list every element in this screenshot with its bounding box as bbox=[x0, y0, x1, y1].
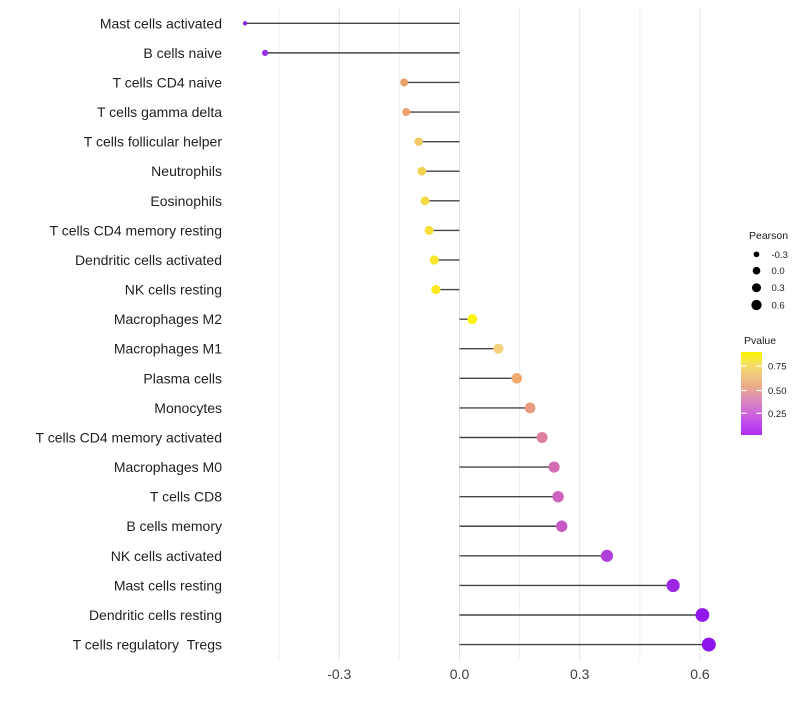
y-axis-label: Macrophages M1 bbox=[114, 341, 222, 357]
y-axis-label: Eosinophils bbox=[150, 193, 222, 209]
y-axis-label: B cells memory bbox=[126, 518, 222, 534]
lollipop-dot bbox=[666, 578, 680, 593]
lollipop-dot bbox=[429, 255, 439, 265]
legend-size-dot bbox=[751, 299, 762, 311]
lollipop-dot bbox=[242, 21, 248, 26]
lollipop-dot bbox=[467, 314, 478, 325]
lollipop-dot bbox=[420, 196, 430, 206]
legend-pearson-title: Pearson bbox=[749, 230, 788, 242]
y-axis-label: T cells regulatory Tregs bbox=[73, 637, 222, 653]
y-axis-label: T cells CD4 memory activated bbox=[36, 429, 222, 445]
y-axis-label: Monocytes bbox=[154, 400, 222, 416]
y-axis-label: T cells CD4 memory resting bbox=[50, 222, 222, 238]
legend-size-label: -0.3 bbox=[772, 250, 788, 261]
lollipop-dot bbox=[424, 225, 434, 235]
legend-pvalue-color: Pvalue 0.75 0.50 0.25 bbox=[741, 335, 787, 435]
lollipop-dot bbox=[400, 78, 409, 87]
y-axis-label: Mast cells activated bbox=[100, 15, 222, 31]
legend-size-label: 0.3 bbox=[772, 283, 785, 294]
y-axis-label: T cells gamma delta bbox=[97, 104, 222, 120]
gridlines bbox=[278, 8, 701, 660]
y-axis-label: Mast cells resting bbox=[114, 577, 222, 593]
lollipop-dot bbox=[511, 373, 523, 384]
x-axis-tick-label: 0.6 bbox=[690, 666, 710, 682]
lollipop-dot bbox=[536, 431, 548, 443]
y-axis-label: B cells naive bbox=[143, 45, 222, 61]
y-axis-label: T cells CD8 bbox=[150, 489, 222, 505]
y-axis-label: NK cells resting bbox=[125, 282, 222, 298]
lollipop-dot bbox=[524, 402, 536, 414]
lollipop-dot bbox=[548, 461, 560, 473]
y-axis-label: Macrophages M0 bbox=[114, 459, 222, 475]
y-axis-label: NK cells activated bbox=[111, 548, 222, 564]
lollipop-dot bbox=[695, 608, 710, 622]
pvalue-colorbar bbox=[741, 352, 762, 435]
legend-size-dot bbox=[752, 283, 761, 293]
y-axis-label: Neutrophils bbox=[151, 163, 222, 179]
lollipop-dot bbox=[493, 343, 504, 354]
y-axis-label: Dendritic cells activated bbox=[75, 252, 222, 268]
x-axis: -0.3 0.0 0.3 0.6 bbox=[327, 666, 710, 682]
legend-size-dot bbox=[753, 251, 760, 258]
legend-size-label: 0.6 bbox=[772, 301, 785, 312]
lollipop-dot bbox=[402, 108, 411, 117]
legend-size-dot bbox=[752, 266, 761, 275]
lollipop-dot bbox=[262, 49, 269, 56]
y-axis-label: T cells follicular helper bbox=[84, 134, 223, 150]
colorbar-tick-label: 0.50 bbox=[768, 386, 787, 397]
y-axis-label: T cells CD4 naive bbox=[113, 74, 223, 90]
x-axis-tick-label: 0.0 bbox=[450, 666, 470, 682]
legend-pvalue-title: Pvalue bbox=[744, 335, 776, 347]
lollipop-dot bbox=[600, 549, 614, 562]
lollipop-dot bbox=[414, 137, 423, 146]
colorbar-tick-label: 0.25 bbox=[768, 409, 787, 420]
lollipop-dot bbox=[417, 166, 427, 176]
lollipop-dot bbox=[552, 490, 564, 503]
legend-size-label: 0.0 bbox=[772, 266, 785, 277]
legend-pearson-size: Pearson -0.3 0.0 0.3 0.6 bbox=[749, 230, 788, 312]
lollipop-dot bbox=[556, 520, 568, 532]
y-axis-label: Dendritic cells resting bbox=[89, 607, 222, 623]
x-axis-tick-label: -0.3 bbox=[327, 666, 351, 682]
lollipop-rows: Mast cells activated B cells naive T cells… bbox=[36, 15, 716, 653]
x-axis-tick-label: 0.3 bbox=[570, 666, 590, 682]
colorbar-tick-label: 0.75 bbox=[768, 362, 787, 373]
lollipop-dot bbox=[701, 637, 716, 652]
y-axis-label: Macrophages M2 bbox=[114, 311, 222, 327]
lollipop-dot bbox=[431, 284, 441, 295]
y-axis-label: Plasma cells bbox=[143, 370, 222, 386]
